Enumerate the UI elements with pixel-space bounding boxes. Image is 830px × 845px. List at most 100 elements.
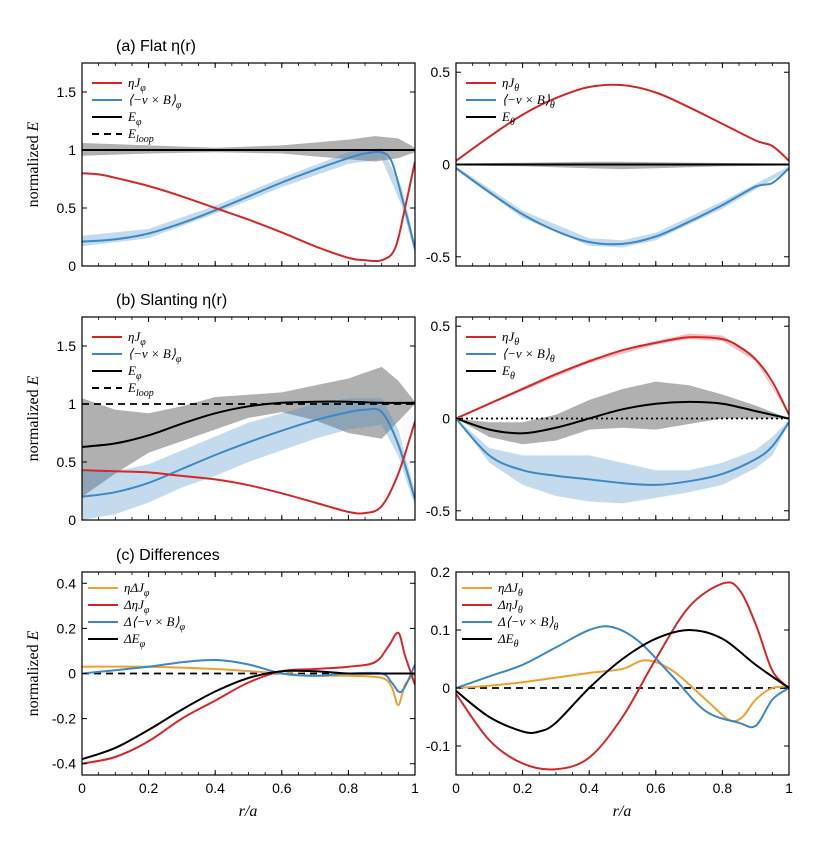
x-tick-label: 0.2 (139, 780, 159, 796)
panel-0-plot (82, 136, 415, 263)
legend-text-sub: loop (136, 134, 154, 145)
legend-text-sub: loop (136, 388, 154, 399)
legend-text-main: ηΔJ (124, 580, 145, 595)
etaJ_theta-line (456, 83, 789, 162)
legend-text-sub: φ (180, 622, 186, 633)
vxB_phi-line (82, 407, 415, 500)
panel-1-plot (456, 83, 789, 248)
dE_phi-line (82, 669, 415, 761)
legend-text-sub: θ (554, 622, 559, 633)
y-tick-label: 0 (68, 258, 76, 274)
d_vxB_theta-line (456, 625, 789, 729)
legend-label: ηJφ (128, 329, 146, 348)
y-tick-label: 0.5 (431, 64, 451, 80)
y-tick-label: 0.5 (57, 454, 77, 470)
E_theta-line (456, 400, 789, 435)
panel-a-title: (a) Flat η(r) (116, 38, 196, 55)
x-tick-label: 1 (785, 780, 793, 796)
y-tick-label: 1 (68, 396, 76, 412)
x-axis-label-left: r/a (239, 803, 258, 820)
legend-label: Eθ (501, 363, 515, 382)
y-axis-label-word: normalized (25, 385, 42, 461)
legend-label: ηJθ (502, 329, 519, 348)
legend-text-sub: φ (140, 639, 146, 650)
x-tick-label: 0 (78, 780, 86, 796)
y-tick-label: -0.1 (426, 738, 450, 754)
vxB_theta-band (456, 166, 789, 248)
panel-1: -0.5 0 0.5 ηJθ⟨−v × B⟩θEθ (426, 62, 790, 267)
legend-text-sub: θ (510, 371, 515, 382)
y-tick-label: 0.1 (431, 622, 451, 638)
legend-text-main: Δ⟨−v × B⟩ (123, 614, 180, 629)
legend-text-sub: φ (144, 588, 150, 599)
legend-label: Eφ (127, 363, 142, 382)
y-tick-label: 1 (68, 142, 76, 158)
y-tick-label: 1.5 (57, 338, 77, 354)
legend-label: Eloop (127, 126, 154, 145)
legend: ηJθ⟨−v × B⟩θEθ (466, 329, 555, 382)
x-tick-label: 0.4 (205, 780, 225, 796)
legend-text-sub: φ (136, 117, 142, 128)
E_phi-band (82, 136, 415, 162)
panel-4-plot (82, 631, 415, 765)
legend-text-sub: φ (140, 83, 146, 94)
d_vxB_phi-line (82, 658, 415, 694)
E_phi-line (82, 400, 415, 448)
legend-label: ΔηJθ (497, 597, 523, 616)
dE_theta-line (456, 629, 789, 734)
legend-label: ΔEθ (497, 631, 519, 650)
x-tick-label: 0.4 (579, 780, 599, 796)
y-tick-label: 0 (442, 411, 450, 427)
legend-text-main: E (127, 363, 136, 378)
x-tick-label: 0.8 (713, 780, 733, 796)
legend-text-sub: θ (518, 605, 523, 616)
y-tick-label: 0 (68, 512, 76, 528)
legend-label: Δ⟨−v × B⟩φ (123, 614, 186, 633)
legend-text-sub: θ (514, 83, 519, 94)
legend-text-main: E (127, 109, 136, 124)
panel-4: 0 0.2 0.4 0.6 0.8 1 -0.4 -0.2 0 0.2 0.4 normalized … (25, 571, 419, 796)
legend-text-main: ηJ (502, 329, 515, 344)
legend-text-sub: θ (550, 100, 555, 111)
y-tick-label: -0.2 (52, 711, 76, 727)
legend-label: ηΔJθ (498, 580, 523, 599)
y-tick-label: 0.5 (431, 318, 451, 334)
y-tick-label: -0.5 (426, 249, 450, 265)
legend-text-main: ΔηJ (497, 597, 519, 612)
legend-text-sub: φ (140, 337, 146, 348)
legend-text-sub: φ (176, 100, 182, 111)
etaJ_phi-line (82, 161, 415, 263)
legend-label: ηJθ (502, 75, 519, 94)
x-tick-label: 0.6 (272, 780, 292, 796)
y-tick-label: 0 (442, 157, 450, 173)
legend: ηJθ⟨−v × B⟩θEθ (466, 75, 555, 128)
legend-text-main: ΔE (123, 631, 140, 646)
legend-text-main: ⟨−v × B⟩ (128, 92, 176, 107)
legend-text-sub: φ (144, 605, 150, 616)
legend-text-main: ΔηJ (123, 597, 145, 612)
y-tick-label: 1.5 (57, 84, 77, 100)
legend-label: ⟨−v × B⟩φ (128, 346, 182, 365)
legend-label: ΔηJφ (123, 597, 150, 616)
eta_dJ_theta-line (456, 659, 789, 723)
y-tick-label: -0.5 (426, 503, 450, 519)
legend-label: ηΔJφ (124, 580, 150, 599)
legend-label: ⟨−v × B⟩θ (502, 92, 555, 111)
y-tick-label: 0 (442, 680, 450, 696)
panel-2-plot (82, 366, 415, 520)
legend-text-main: ΔE (497, 631, 514, 646)
y-tick-label: 0.2 (57, 620, 77, 636)
x-tick-label: 0.8 (339, 780, 359, 796)
y-tick-label: -0.4 (52, 756, 76, 772)
y-axis-label-var: E (25, 121, 42, 132)
legend-text-sub: θ (550, 354, 555, 365)
legend-text-main: E (501, 363, 510, 378)
y-axis-label-word: normalized (25, 640, 42, 716)
legend-label: ΔEφ (123, 631, 146, 650)
